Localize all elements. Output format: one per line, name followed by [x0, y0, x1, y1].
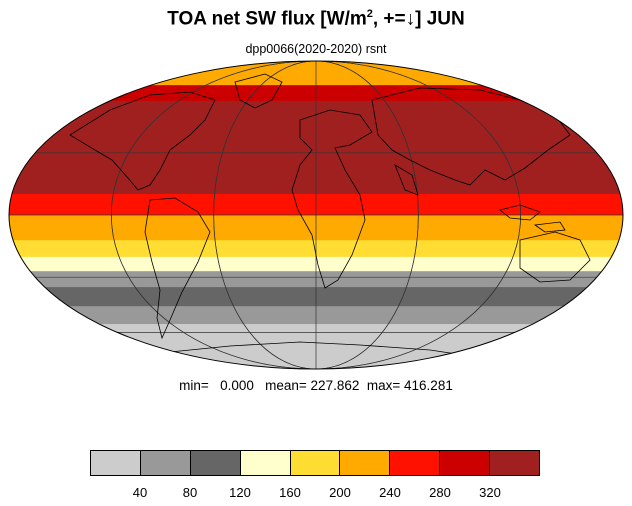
coastline [394, 164, 419, 196]
coastline [69, 91, 216, 191]
coastline [499, 204, 566, 233]
mean-label: mean= [265, 378, 307, 393]
mean-value: 227.862 [310, 378, 360, 393]
min-value: 0.000 [220, 378, 254, 393]
coastline [144, 197, 211, 340]
colorbar-swatch [190, 451, 241, 475]
min-label: min= [179, 378, 209, 393]
colorbar-tick-label: 80 [182, 485, 198, 500]
colorbar-swatch [240, 451, 291, 475]
coastline [371, 87, 571, 186]
colorbar [90, 450, 540, 476]
coastlines [69, 73, 591, 357]
coastline [234, 73, 283, 109]
colorbar-swatch [91, 451, 141, 475]
max-value: 416.281 [404, 378, 453, 393]
colorbar-swatch [140, 451, 191, 475]
colorbar-swatch [390, 451, 441, 475]
colorbar-tick-label: 120 [229, 485, 251, 500]
colorbar-tick-label: 280 [429, 485, 451, 500]
colorbar-tick-label: 160 [279, 485, 301, 500]
coastline [169, 341, 471, 357]
colorbar-swatch [440, 451, 491, 475]
colorbar-swatch [290, 451, 341, 475]
colorbar-tick-label: 320 [479, 485, 501, 500]
page-title: TOA net SW flux [W/m2, +=↓] JUN [167, 8, 465, 30]
colorbar-swatch [490, 451, 540, 475]
coastline [519, 231, 591, 283]
subtitle: dpp0066(2020-2020) rsnt [245, 42, 387, 56]
max-label: max= [366, 378, 401, 393]
map-outline [8, 60, 624, 370]
coastline [291, 109, 373, 289]
colorbar-tick-label: 40 [132, 485, 148, 500]
meridian-line [110, 61, 522, 369]
graticule [9, 61, 623, 369]
colorbar-tick-label: 200 [329, 485, 351, 500]
colorbar-tick-label: 240 [379, 485, 401, 500]
colorbar-swatch [340, 451, 391, 475]
stats-line: min= 0.000 mean= 227.862 max= 416.281 [0, 378, 632, 393]
meridian-line [213, 61, 419, 369]
